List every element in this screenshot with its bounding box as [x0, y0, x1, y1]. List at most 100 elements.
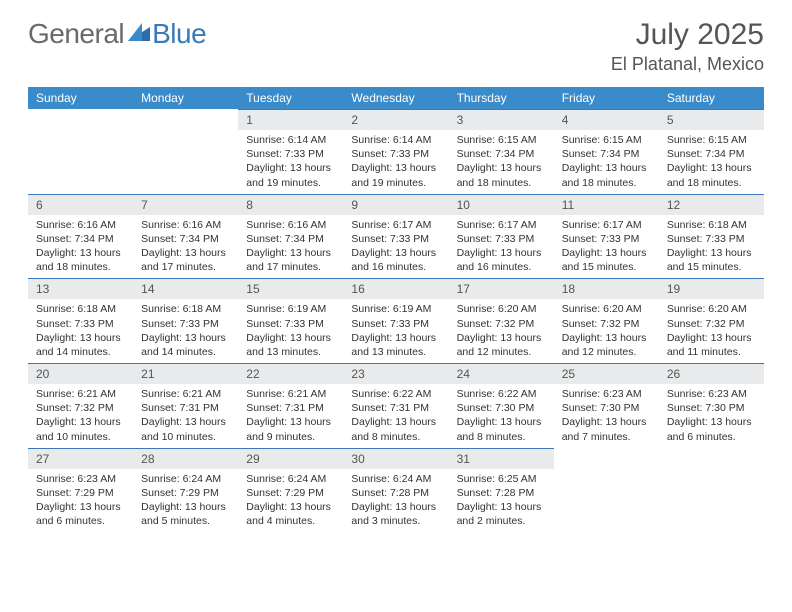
daylight-text-2: and 12 minutes.: [562, 345, 651, 359]
daylight-text-1: Daylight: 13 hours: [457, 415, 546, 429]
daylight-text-1: Daylight: 13 hours: [246, 161, 335, 175]
sunset-text: Sunset: 7:30 PM: [667, 401, 756, 415]
day-number: 5: [659, 109, 764, 130]
calendar-day-cell: 19Sunrise: 6:20 AMSunset: 7:32 PMDayligh…: [659, 278, 764, 363]
header: General Blue July 2025 El Platanal, Mexi…: [28, 18, 764, 75]
sunrise-text: Sunrise: 6:17 AM: [457, 218, 546, 232]
day-number: 8: [238, 194, 343, 215]
daylight-text-2: and 19 minutes.: [351, 176, 440, 190]
calendar-day-cell: 13Sunrise: 6:18 AMSunset: 7:33 PMDayligh…: [28, 278, 133, 363]
sunset-text: Sunset: 7:33 PM: [246, 147, 335, 161]
daylight-text-1: Daylight: 13 hours: [141, 415, 230, 429]
sunrise-text: Sunrise: 6:18 AM: [36, 302, 125, 316]
sunset-text: Sunset: 7:29 PM: [246, 486, 335, 500]
calendar-day-cell: 27Sunrise: 6:23 AMSunset: 7:29 PMDayligh…: [28, 448, 133, 533]
calendar-day-cell: 12Sunrise: 6:18 AMSunset: 7:33 PMDayligh…: [659, 194, 764, 279]
daylight-text-1: Daylight: 13 hours: [351, 161, 440, 175]
daylight-text-1: Daylight: 13 hours: [562, 415, 651, 429]
daylight-text-2: and 18 minutes.: [667, 176, 756, 190]
calendar-day-cell: 7Sunrise: 6:16 AMSunset: 7:34 PMDaylight…: [133, 194, 238, 279]
daylight-text-1: Daylight: 13 hours: [562, 246, 651, 260]
daylight-text-2: and 14 minutes.: [36, 345, 125, 359]
sunrise-text: Sunrise: 6:17 AM: [351, 218, 440, 232]
calendar-day-cell: 28Sunrise: 6:24 AMSunset: 7:29 PMDayligh…: [133, 448, 238, 533]
calendar-day-cell: 15Sunrise: 6:19 AMSunset: 7:33 PMDayligh…: [238, 278, 343, 363]
daylight-text-2: and 18 minutes.: [562, 176, 651, 190]
sunset-text: Sunset: 7:31 PM: [351, 401, 440, 415]
daylight-text-2: and 19 minutes.: [246, 176, 335, 190]
calendar-day-cell: 1Sunrise: 6:14 AMSunset: 7:33 PMDaylight…: [238, 109, 343, 194]
calendar-table: Sunday Monday Tuesday Wednesday Thursday…: [28, 87, 764, 532]
sunset-text: Sunset: 7:33 PM: [351, 147, 440, 161]
calendar-day-cell: 24Sunrise: 6:22 AMSunset: 7:30 PMDayligh…: [449, 363, 554, 448]
daylight-text-1: Daylight: 13 hours: [457, 331, 546, 345]
calendar-day-cell: 18Sunrise: 6:20 AMSunset: 7:32 PMDayligh…: [554, 278, 659, 363]
calendar-day-cell: 10Sunrise: 6:17 AMSunset: 7:33 PMDayligh…: [449, 194, 554, 279]
daylight-text-2: and 13 minutes.: [246, 345, 335, 359]
day-number: 26: [659, 363, 764, 384]
daylight-text-1: Daylight: 13 hours: [667, 331, 756, 345]
daylight-text-1: Daylight: 13 hours: [141, 246, 230, 260]
weekday-header: Tuesday: [238, 87, 343, 109]
weekday-header: Sunday: [28, 87, 133, 109]
sunset-text: Sunset: 7:28 PM: [457, 486, 546, 500]
day-number: 29: [238, 448, 343, 469]
sunrise-text: Sunrise: 6:18 AM: [141, 302, 230, 316]
day-number: 19: [659, 278, 764, 299]
daylight-text-1: Daylight: 13 hours: [141, 331, 230, 345]
day-details: Sunrise: 6:24 AMSunset: 7:28 PMDaylight:…: [343, 469, 448, 533]
day-details: Sunrise: 6:24 AMSunset: 7:29 PMDaylight:…: [133, 469, 238, 533]
weekday-header: Saturday: [659, 87, 764, 109]
sunrise-text: Sunrise: 6:20 AM: [457, 302, 546, 316]
calendar-day-cell: 21Sunrise: 6:21 AMSunset: 7:31 PMDayligh…: [133, 363, 238, 448]
calendar-day-cell: 4Sunrise: 6:15 AMSunset: 7:34 PMDaylight…: [554, 109, 659, 194]
daylight-text-1: Daylight: 13 hours: [36, 500, 125, 514]
day-number: 10: [449, 194, 554, 215]
day-details: Sunrise: 6:20 AMSunset: 7:32 PMDaylight:…: [449, 299, 554, 363]
calendar-day-cell: 30Sunrise: 6:24 AMSunset: 7:28 PMDayligh…: [343, 448, 448, 533]
calendar-day-cell: ..: [659, 448, 764, 533]
sunrise-text: Sunrise: 6:15 AM: [457, 133, 546, 147]
daylight-text-1: Daylight: 13 hours: [36, 246, 125, 260]
daylight-text-1: Daylight: 13 hours: [351, 415, 440, 429]
day-number: 25: [554, 363, 659, 384]
day-details: Sunrise: 6:22 AMSunset: 7:30 PMDaylight:…: [449, 384, 554, 448]
weekday-header-row: Sunday Monday Tuesday Wednesday Thursday…: [28, 87, 764, 109]
sunrise-text: Sunrise: 6:20 AM: [562, 302, 651, 316]
calendar-week-row: 13Sunrise: 6:18 AMSunset: 7:33 PMDayligh…: [28, 278, 764, 363]
daylight-text-2: and 2 minutes.: [457, 514, 546, 528]
day-details: Sunrise: 6:20 AMSunset: 7:32 PMDaylight:…: [659, 299, 764, 363]
logo: General Blue: [28, 18, 206, 50]
day-number: 18: [554, 278, 659, 299]
sunset-text: Sunset: 7:32 PM: [36, 401, 125, 415]
day-number: 22: [238, 363, 343, 384]
calendar-day-cell: 20Sunrise: 6:21 AMSunset: 7:32 PMDayligh…: [28, 363, 133, 448]
page-subtitle: El Platanal, Mexico: [611, 54, 764, 75]
calendar-day-cell: 9Sunrise: 6:17 AMSunset: 7:33 PMDaylight…: [343, 194, 448, 279]
daylight-text-2: and 8 minutes.: [351, 430, 440, 444]
logo-mark-icon: [128, 23, 150, 46]
calendar-day-cell: 8Sunrise: 6:16 AMSunset: 7:34 PMDaylight…: [238, 194, 343, 279]
day-number: 14: [133, 278, 238, 299]
daylight-text-2: and 11 minutes.: [667, 345, 756, 359]
calendar-day-cell: 3Sunrise: 6:15 AMSunset: 7:34 PMDaylight…: [449, 109, 554, 194]
sunrise-text: Sunrise: 6:24 AM: [351, 472, 440, 486]
calendar-week-row: ....1Sunrise: 6:14 AMSunset: 7:33 PMDayl…: [28, 109, 764, 194]
sunrise-text: Sunrise: 6:22 AM: [457, 387, 546, 401]
day-details: Sunrise: 6:19 AMSunset: 7:33 PMDaylight:…: [343, 299, 448, 363]
calendar-day-cell: 17Sunrise: 6:20 AMSunset: 7:32 PMDayligh…: [449, 278, 554, 363]
sunset-text: Sunset: 7:34 PM: [36, 232, 125, 246]
sunrise-text: Sunrise: 6:14 AM: [351, 133, 440, 147]
daylight-text-2: and 16 minutes.: [351, 260, 440, 274]
weekday-header: Friday: [554, 87, 659, 109]
day-details: Sunrise: 6:19 AMSunset: 7:33 PMDaylight:…: [238, 299, 343, 363]
daylight-text-2: and 9 minutes.: [246, 430, 335, 444]
daylight-text-2: and 10 minutes.: [36, 430, 125, 444]
sunrise-text: Sunrise: 6:14 AM: [246, 133, 335, 147]
sunrise-text: Sunrise: 6:21 AM: [141, 387, 230, 401]
day-number: 11: [554, 194, 659, 215]
sunrise-text: Sunrise: 6:17 AM: [562, 218, 651, 232]
calendar-week-row: 27Sunrise: 6:23 AMSunset: 7:29 PMDayligh…: [28, 448, 764, 533]
calendar-day-cell: 26Sunrise: 6:23 AMSunset: 7:30 PMDayligh…: [659, 363, 764, 448]
day-details: Sunrise: 6:15 AMSunset: 7:34 PMDaylight:…: [659, 130, 764, 194]
